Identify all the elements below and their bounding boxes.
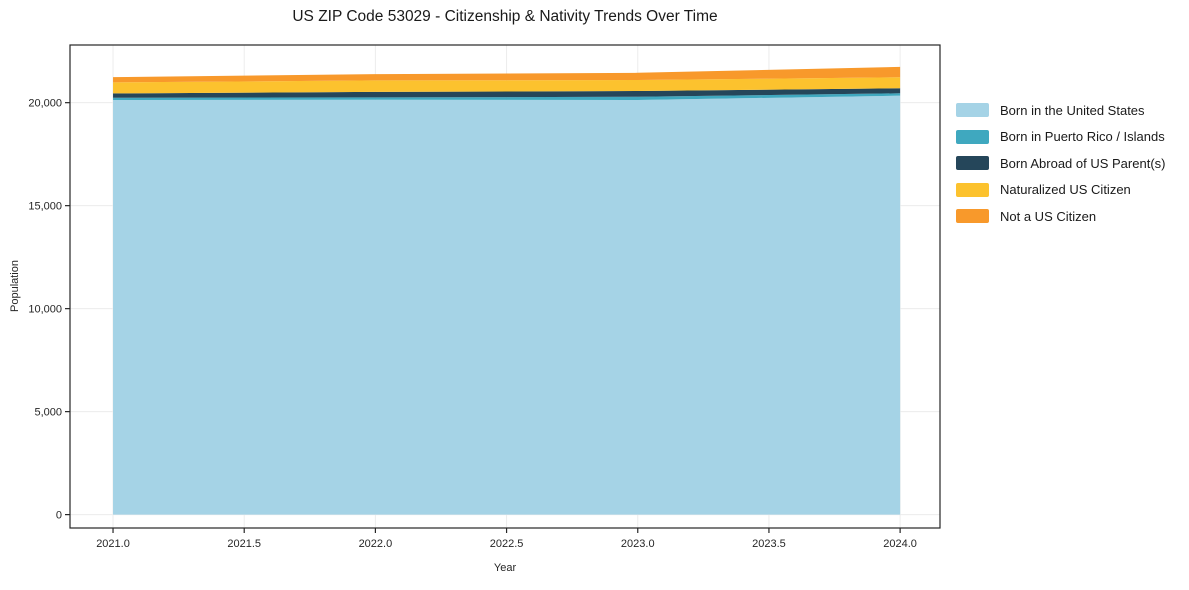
area-series-3 — [113, 77, 901, 94]
legend-item: Born Abroad of US Parent(s) — [956, 155, 1166, 171]
legend-label: Born Abroad of US Parent(s) — [1000, 155, 1166, 171]
y-tick-label: 20,000 — [28, 98, 62, 110]
legend-swatch-icon — [956, 209, 989, 223]
y-axis-label: Population — [9, 260, 21, 312]
y-tick-label: 10,000 — [28, 304, 62, 316]
x-axis-label: Year — [493, 562, 517, 574]
plot-border — [69, 44, 941, 529]
chart-title: US ZIP Code 53029 - Citizenship & Nativi… — [292, 8, 718, 25]
legend-swatch-icon — [956, 156, 989, 170]
legend-label: Naturalized US Citizen — [1000, 182, 1131, 197]
x-tick-label: 2023.0 — [621, 538, 655, 550]
area-series-0 — [113, 95, 901, 515]
legend-item: Born in the United States — [956, 102, 1165, 118]
x-tick-label: 2022.5 — [490, 538, 524, 550]
area-series-2 — [113, 88, 901, 98]
y-tick-label: 5,000 — [34, 407, 62, 419]
legend-label: Not a US Citizen — [1000, 208, 1097, 224]
y-tick-label: 15,000 — [28, 201, 62, 213]
legend-swatch-icon — [956, 129, 989, 144]
x-tick-label: 2022.0 — [359, 538, 393, 550]
area-series-4 — [113, 66, 901, 83]
legend-label: Born in Puerto Rico / Islands — [1000, 129, 1165, 144]
legend-item: Not a US Citizen — [956, 208, 1165, 224]
legend-item: Born in Puerto Rico / Islands — [956, 129, 1165, 144]
legend-swatch-icon — [956, 182, 989, 197]
x-tick-label: 2021.5 — [227, 538, 261, 550]
x-tick-label: 2024.0 — [883, 538, 917, 550]
legend: Born in the United States Born in Puerto … — [956, 103, 1165, 236]
y-tick-label: 0 — [56, 510, 62, 522]
area-series-1 — [113, 93, 901, 100]
legend-label: Born in the United States — [1000, 102, 1145, 118]
x-tick-label: 2021.0 — [96, 538, 130, 550]
legend-swatch-icon — [956, 103, 989, 117]
x-tick-label: 2023.5 — [752, 538, 786, 550]
legend-item: Naturalized US Citizen — [956, 182, 1165, 197]
